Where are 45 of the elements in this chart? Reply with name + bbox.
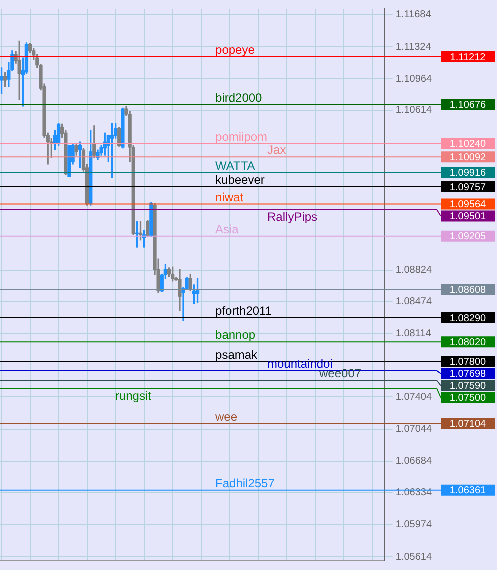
text: 1.09757 bbox=[450, 182, 487, 194]
y-tick-label: 1.07404 bbox=[396, 392, 432, 403]
ref-line-label: pforth2011 bbox=[216, 304, 272, 318]
y-tick-label: 1.08114 bbox=[396, 328, 432, 340]
ref-line-label: WATTA bbox=[216, 158, 256, 173]
text: 1.11212 bbox=[450, 52, 486, 64]
text: 1.09501 bbox=[450, 212, 487, 223]
text: 1.10676 bbox=[450, 100, 487, 112]
text: 1.08290 bbox=[450, 313, 487, 324]
ref-line-label: Jax bbox=[268, 143, 286, 158]
ref-line-label: wee bbox=[214, 410, 238, 424]
text: 1.06361 bbox=[450, 486, 487, 497]
ref-line-label: Fadhil2557 bbox=[216, 476, 276, 490]
text: 1.07104 bbox=[450, 419, 487, 430]
ref-line-label: RallyPips bbox=[268, 210, 318, 224]
ref-line-label: Asia bbox=[216, 222, 240, 236]
text: 1.07590 bbox=[450, 381, 487, 392]
text: 1.07500 bbox=[450, 393, 487, 404]
y-tick-label: 1.06684 bbox=[396, 456, 432, 468]
text: 1.09916 bbox=[450, 168, 487, 180]
ref-line-label: niwat bbox=[216, 190, 244, 204]
ref-line-label: bannop bbox=[216, 328, 256, 342]
ref-line-label: bird2000 bbox=[216, 90, 263, 105]
ref-line-label: rungsit bbox=[115, 388, 152, 403]
y-tick-label: 1.05974 bbox=[396, 520, 432, 531]
text: 1.09205 bbox=[450, 232, 487, 243]
y-tick-label: 1.11324 bbox=[396, 42, 432, 53]
text: 1.08020 bbox=[450, 337, 487, 348]
text: 1.10092 bbox=[450, 152, 487, 164]
ref-line-label: kubeever bbox=[216, 173, 265, 188]
text: 1.07800 bbox=[450, 357, 487, 368]
y-tick-label: 1.08474 bbox=[396, 296, 432, 308]
text: 1.10240 bbox=[450, 139, 487, 150]
y-tick-label: 1.08824 bbox=[396, 265, 432, 276]
ref-line-label: popeye bbox=[216, 43, 256, 58]
text: 1.09564 bbox=[450, 200, 487, 211]
text: 1.07698 bbox=[450, 369, 487, 380]
y-tick-label: 1.11684 bbox=[396, 10, 432, 21]
ref-line-label: pomiipom bbox=[216, 130, 268, 144]
y-tick-label: 1.05614 bbox=[396, 552, 432, 563]
text: 1.08608 bbox=[450, 284, 487, 296]
y-tick-label: 1.10964 bbox=[396, 74, 432, 85]
y-tick-label: 1.07044 bbox=[396, 424, 432, 436]
ref-line-label: psamak bbox=[216, 348, 259, 362]
y-tick-label: 1.10614 bbox=[396, 105, 432, 116]
